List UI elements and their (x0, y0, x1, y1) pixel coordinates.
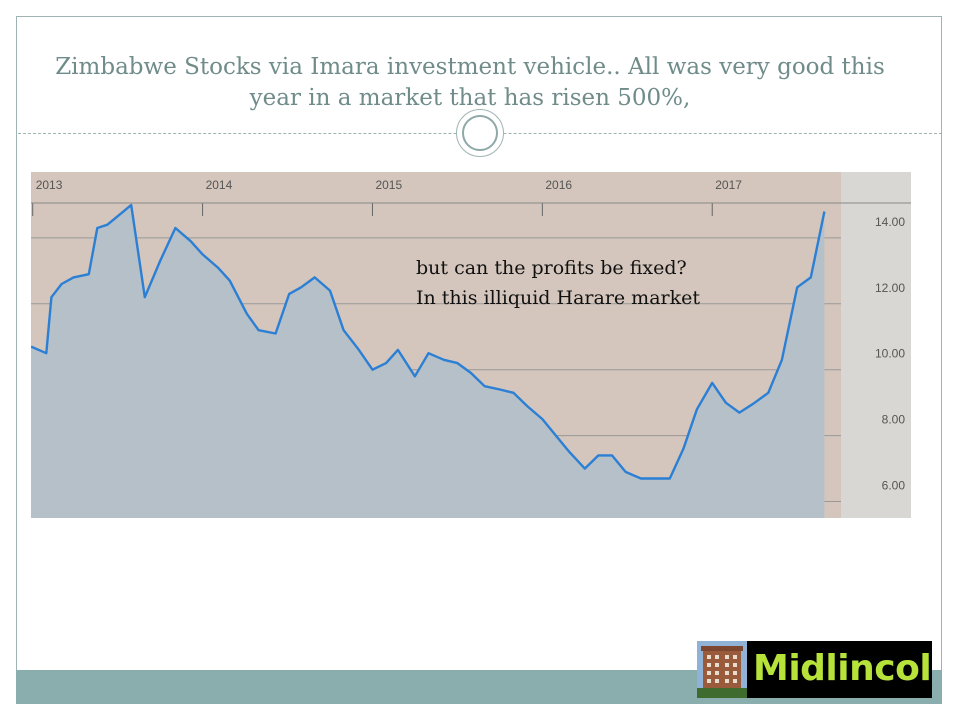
annotation-line-1: but can the profits be fixed? (416, 257, 687, 279)
y-tick-label: 14.00 (875, 215, 905, 229)
x-tick-label: 2017 (715, 178, 742, 192)
y-tick-label: 12.00 (875, 281, 905, 295)
x-tick-label: 2014 (206, 178, 233, 192)
y-tick-label: 10.00 (875, 347, 905, 361)
annotation: but can the profits be fixed? In this il… (416, 257, 700, 309)
series-area-fill (31, 205, 825, 518)
circle-ornament-icon (456, 109, 504, 157)
price-chart: 2013 2014 2015 2016 2017 14.00 12.00 10.00 8.00… (31, 172, 911, 518)
series-area (31, 203, 826, 518)
x-tick-label: 2013 (36, 178, 63, 192)
right-axis-panel (841, 172, 911, 518)
y-tick-label: 6.00 (882, 479, 906, 493)
x-tick-label: 2015 (375, 178, 402, 192)
y-axis: 14.00 12.00 10.00 8.00 6.00 (875, 215, 905, 493)
slide-title: Zimbabwe Stocks via Imara investment veh… (55, 54, 885, 111)
circle-ornament-inner (462, 115, 498, 151)
y-tick-label: 8.00 (882, 413, 906, 427)
building-photo-icon (697, 641, 747, 698)
x-tick-label: 2016 (545, 178, 572, 192)
midlincoln-logo: Midlincoln (697, 641, 932, 698)
logo-text: Midlincoln (753, 648, 932, 689)
x-axis: 2013 2014 2015 2016 2017 (31, 178, 911, 216)
annotation-line-2: In this illiquid Harare market (416, 287, 700, 309)
series-line (31, 203, 826, 480)
